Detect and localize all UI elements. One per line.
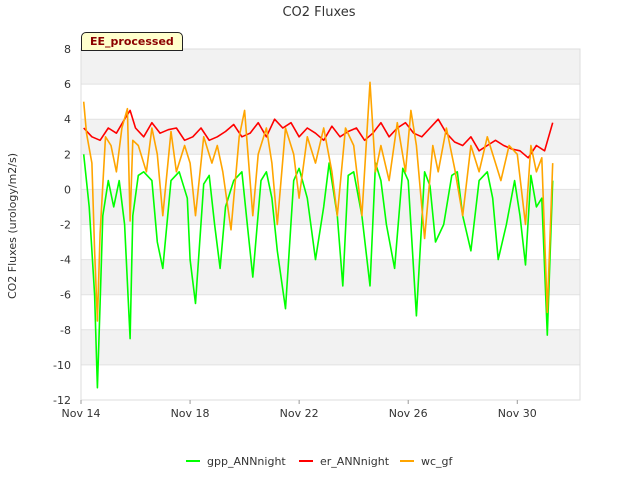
y-tick-label: 0 bbox=[64, 183, 71, 196]
plot-band bbox=[81, 119, 580, 155]
x-tick-label: Nov 14 bbox=[62, 407, 101, 420]
plot-band bbox=[81, 364, 580, 400]
y-tick-label: 4 bbox=[64, 113, 71, 126]
x-tick-label: Nov 26 bbox=[389, 407, 428, 420]
y-tick-label: -12 bbox=[53, 394, 71, 407]
series-line-wc_gf bbox=[82, 81, 554, 322]
plot-band bbox=[81, 84, 580, 120]
processing-badge: EE_processed bbox=[81, 32, 183, 51]
y-axis-ticks: 8 6 4 2 0 -2 -4 -6 -8 -10 -12 bbox=[53, 43, 71, 407]
x-tick-label: Nov 18 bbox=[171, 407, 210, 420]
y-tick-label: -8 bbox=[60, 324, 71, 337]
x-axis-ticks: Nov 14 Nov 18 Nov 22 Nov 26 Nov 30 bbox=[62, 400, 537, 420]
legend-label-gpp_ANNnight: gpp_ANNnight bbox=[207, 455, 286, 468]
y-tick-label: -4 bbox=[60, 254, 71, 267]
y-tick-label: 8 bbox=[64, 43, 71, 56]
y-tick-label: -2 bbox=[60, 219, 71, 232]
legend-label-er_ANNnight: er_ANNnight bbox=[320, 455, 390, 468]
y-tick-label: 2 bbox=[64, 148, 71, 161]
plot-background bbox=[81, 49, 580, 400]
legend: gpp_ANNnight er_ANNnight wc_gf bbox=[186, 455, 454, 468]
y-tick-label: -10 bbox=[53, 359, 71, 372]
plot-band bbox=[81, 329, 580, 365]
y-tick-label: -6 bbox=[60, 289, 71, 302]
y-tick-label: 6 bbox=[64, 78, 71, 91]
chart-title: CO2 Fluxes bbox=[282, 5, 355, 20]
legend-label-wc_gf: wc_gf bbox=[421, 455, 454, 468]
x-tick-label: Nov 30 bbox=[498, 407, 537, 420]
plot-band bbox=[81, 49, 580, 85]
y-axis-label: CO2 Fluxes (urology/m2/s) bbox=[6, 153, 19, 299]
series-line-gpp_ANNnight bbox=[82, 154, 554, 389]
series-layer bbox=[82, 81, 554, 389]
plot-frame bbox=[80, 48, 581, 401]
x-tick-label: Nov 22 bbox=[280, 407, 319, 420]
series-line-er_ANNnight bbox=[83, 109, 554, 159]
plot-band bbox=[81, 259, 580, 295]
plot-band bbox=[81, 294, 580, 330]
